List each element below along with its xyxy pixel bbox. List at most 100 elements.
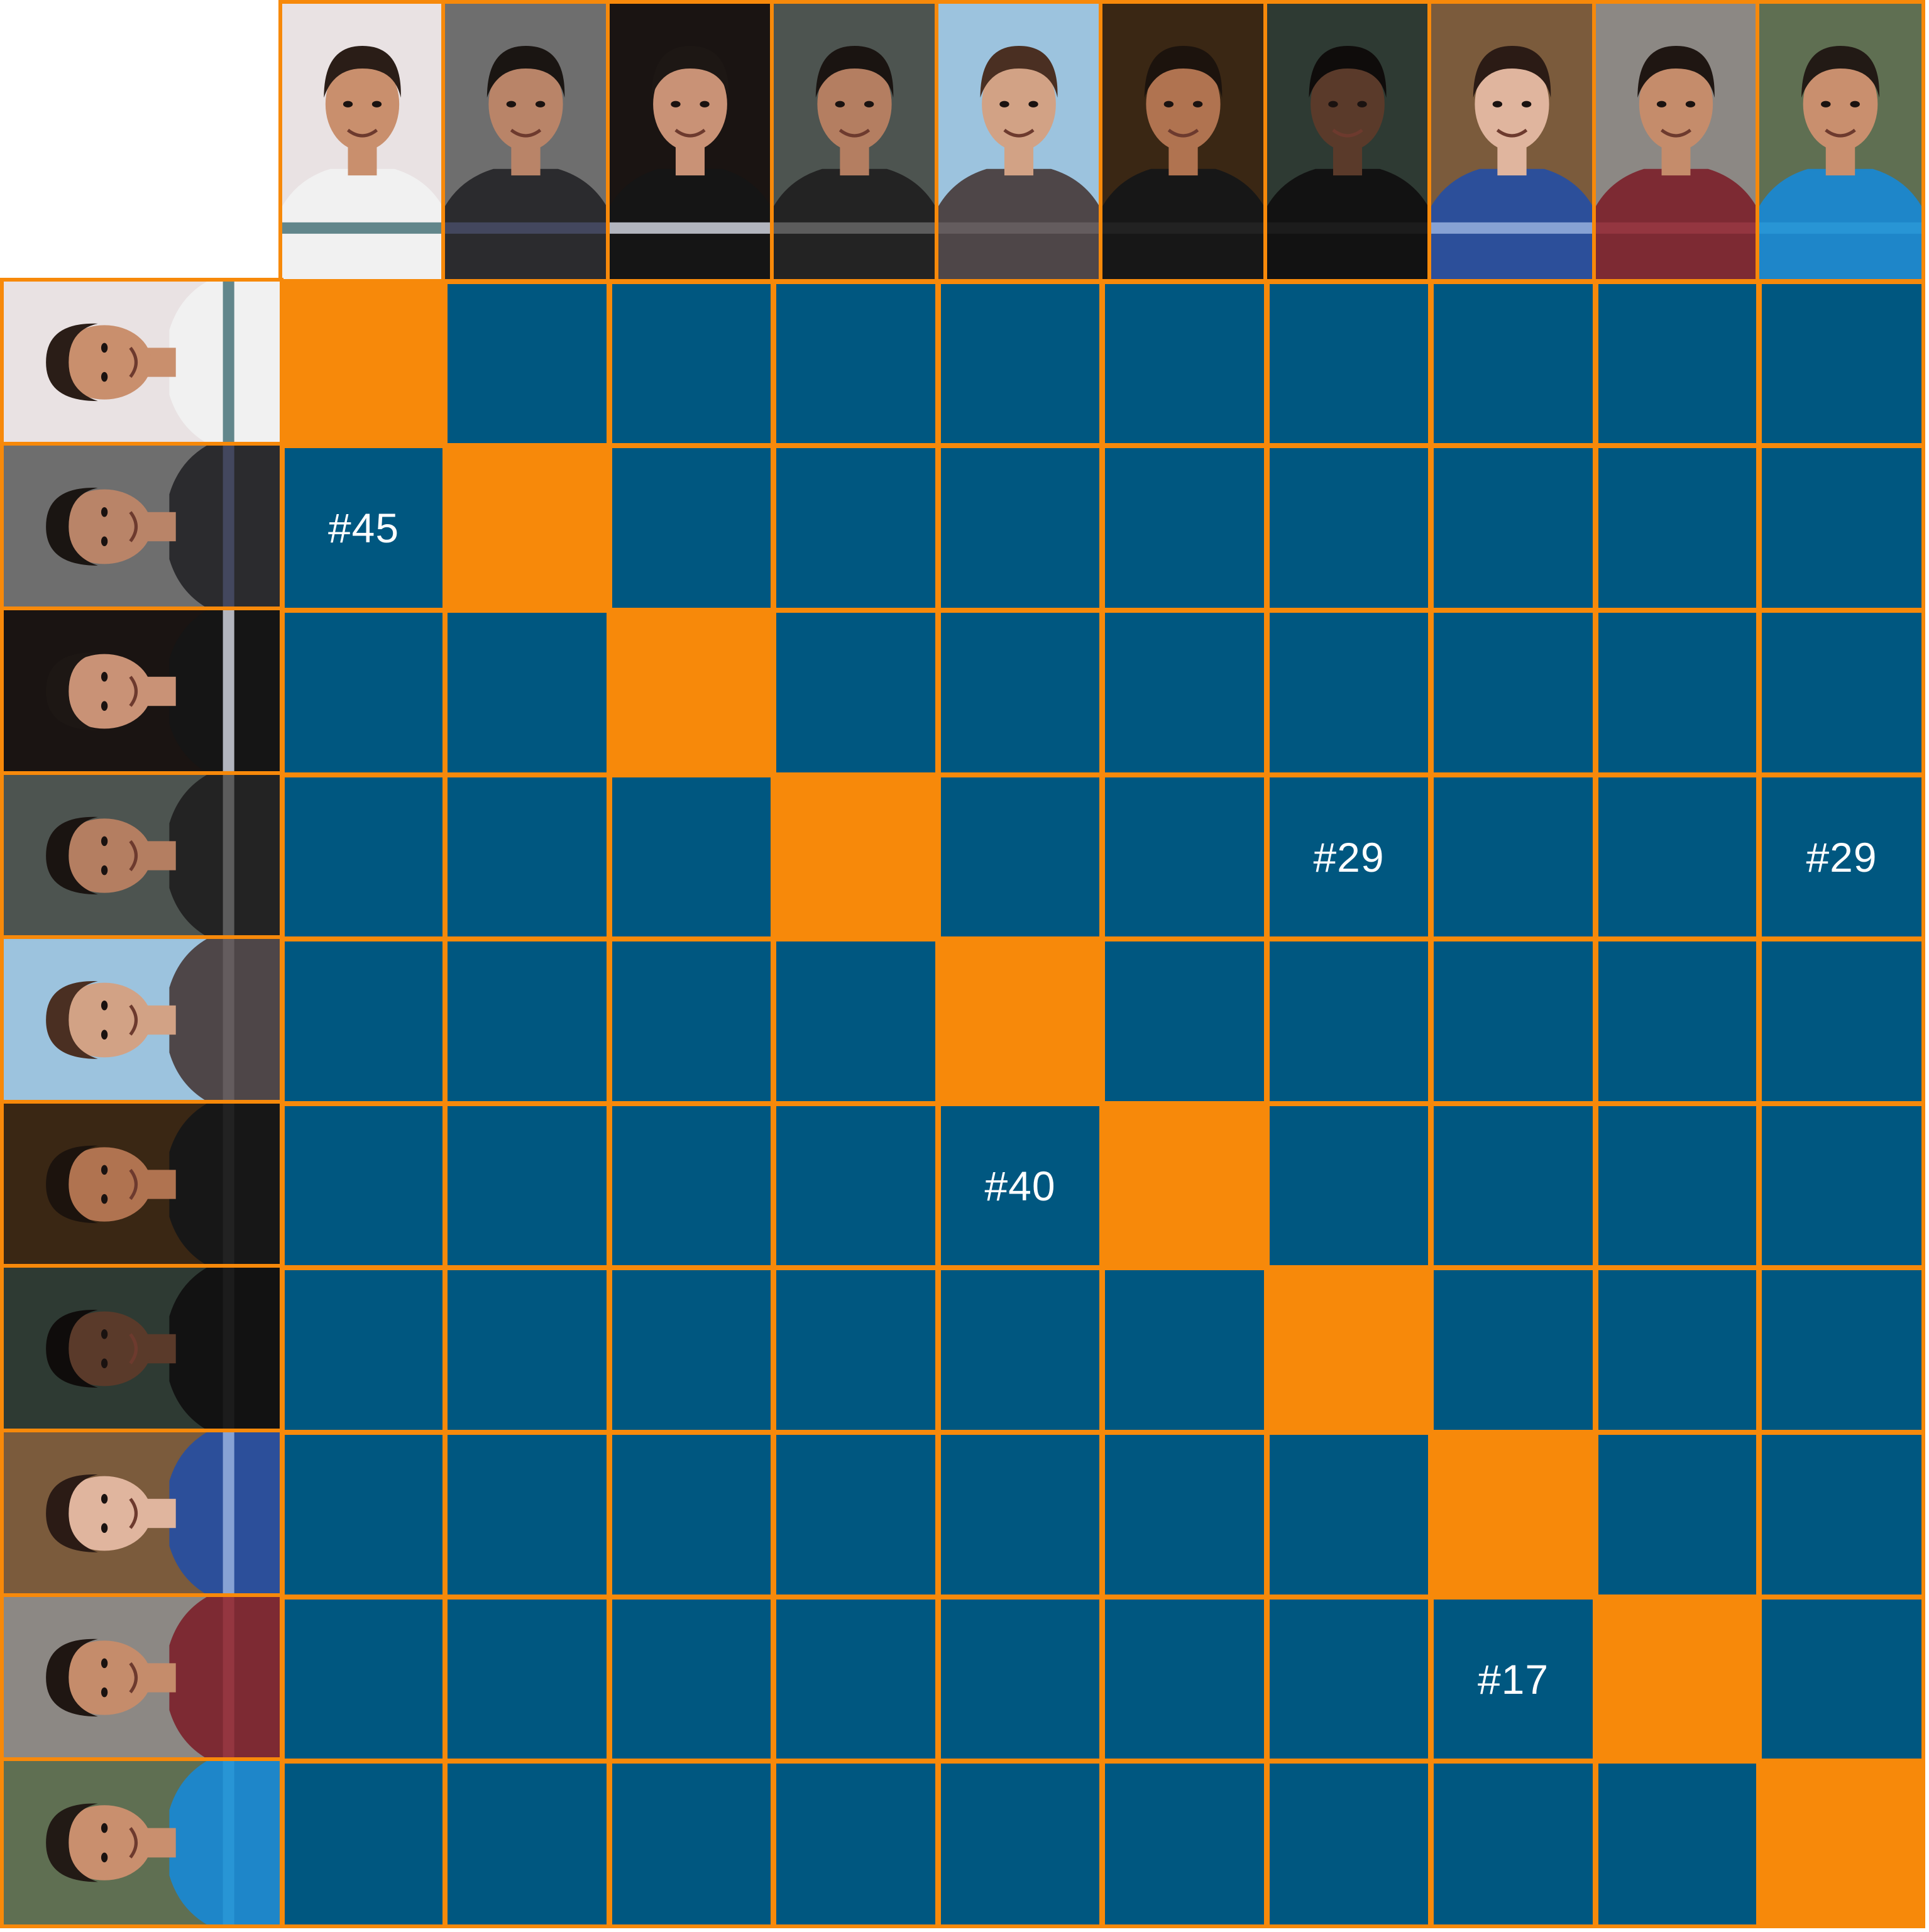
matrix-cell: [444, 938, 610, 1105]
column-header-photo: [1427, 0, 1597, 283]
matrix-cell: [444, 609, 610, 776]
row-header-photo: [0, 442, 283, 612]
matrix-cell: [1595, 774, 1760, 940]
person-photo-icon: [4, 446, 280, 608]
matrix-cell: [1266, 609, 1432, 776]
matrix-cell: [1101, 1266, 1268, 1434]
matrix-cell: #29: [1266, 774, 1432, 940]
row-header-photo: [0, 935, 283, 1105]
matrix-cell: [608, 280, 774, 447]
column-header-photo: [770, 0, 939, 283]
matrix-cell: [937, 1596, 1103, 1762]
matrix-cell: [1758, 1431, 1925, 1598]
person-photo-icon: [1267, 4, 1428, 279]
matrix-cell: [772, 280, 939, 447]
matrix-cell: [1595, 280, 1760, 447]
person-photo-icon: [4, 1761, 280, 1924]
matrix-cell: [1430, 1760, 1597, 1928]
matrix-cell: [1595, 1266, 1760, 1434]
matrix-cell: [1758, 1596, 1925, 1762]
matrix-cell: [1430, 280, 1597, 447]
matrix-cell: [937, 609, 1103, 776]
matrix-cell: [608, 444, 774, 612]
diagonal-cell: [1101, 1102, 1268, 1269]
diagonal-cell: [772, 774, 939, 940]
person-photo-icon: [610, 4, 771, 279]
matrix-cell: [1266, 1760, 1432, 1928]
matrix-cell: [1101, 774, 1268, 940]
column-header-photo: [1099, 0, 1268, 283]
matrix-cell: [1430, 938, 1597, 1105]
row-header-photo: [0, 606, 283, 776]
matrix-cell: [937, 1760, 1103, 1928]
diagonal-cell: [1758, 1760, 1925, 1928]
column-header-photo: [1756, 0, 1925, 283]
row-header-photo: [0, 771, 283, 940]
matrix-cell: [1758, 444, 1925, 612]
matrix-cell: [608, 1760, 774, 1928]
matrix-cell: [772, 938, 939, 1105]
matrix-cell: [281, 1102, 446, 1269]
matrix-cell: [1266, 1596, 1432, 1762]
matrix-cell: [1758, 1266, 1925, 1434]
diagonal-cell: [1266, 1266, 1432, 1434]
matrix-cell: [1758, 1102, 1925, 1269]
person-photo-icon: [774, 4, 935, 279]
matrix-cell: [772, 1102, 939, 1269]
person-photo-icon: [1102, 4, 1264, 279]
matrix-cell: [1101, 1760, 1268, 1928]
matrix-cell: [1595, 1102, 1760, 1269]
matrix-cell: [444, 1266, 610, 1434]
matrix-cell: [281, 774, 446, 940]
row-header-photo: [0, 1429, 283, 1598]
person-photo-icon: [445, 4, 607, 279]
matrix-cell: [281, 1266, 446, 1434]
matrix-cell: [937, 280, 1103, 447]
column-header-photo: [935, 0, 1103, 283]
person-photo-icon: [938, 4, 1099, 279]
person-photo-icon: [1596, 4, 1756, 279]
person-photo-icon: [4, 1104, 280, 1265]
matrix-cell: [1266, 280, 1432, 447]
column-header-photo: [278, 0, 446, 283]
matrix-cell: [1758, 609, 1925, 776]
matrix-cell: [1430, 1266, 1597, 1434]
matrix-cell: [444, 280, 610, 447]
cell-label: #29: [1313, 833, 1385, 881]
matrix-cell: [281, 1760, 446, 1928]
matrix-cell: [608, 774, 774, 940]
person-photo-icon: [4, 1432, 280, 1594]
matrix-cell: [444, 1431, 610, 1598]
matrix-cell: #45: [281, 444, 446, 612]
person-photo-icon: [4, 1597, 280, 1759]
cell-label: #45: [327, 505, 400, 551]
column-header-photo: [606, 0, 774, 283]
matrix-cell: [937, 1266, 1103, 1434]
matrix-cell: [1101, 280, 1268, 447]
matrix-cell: [608, 1431, 774, 1598]
matrix-cell: [608, 938, 774, 1105]
matrix-cell: [1430, 1102, 1597, 1269]
matrix-cell: [444, 1760, 610, 1928]
cell-label: #40: [984, 1162, 1056, 1209]
diagonal-cell: [444, 444, 610, 612]
matrix-cell: [1266, 938, 1432, 1105]
person-photo-icon: [282, 4, 442, 279]
person-photo-icon: [1431, 4, 1593, 279]
matrix-cell: [937, 444, 1103, 612]
person-photo-icon: [1759, 4, 1921, 279]
matrix-cell: [937, 774, 1103, 940]
matrix-cell: #29: [1758, 774, 1925, 940]
matrix-cell: [444, 1596, 610, 1762]
matrix-cell: [1101, 444, 1268, 612]
matrix-cell: #40: [937, 1102, 1103, 1269]
matrix-cell: [608, 1596, 774, 1762]
person-photo-icon: [4, 939, 280, 1101]
diagonal-cell: [608, 609, 774, 776]
diagonal-cell: [937, 938, 1103, 1105]
matrix-cell: [1101, 1596, 1268, 1762]
matrix-cell: [1595, 938, 1760, 1105]
matrix-cell: [1101, 938, 1268, 1105]
matrix-cell: [1595, 1431, 1760, 1598]
person-photo-icon: [4, 282, 280, 443]
